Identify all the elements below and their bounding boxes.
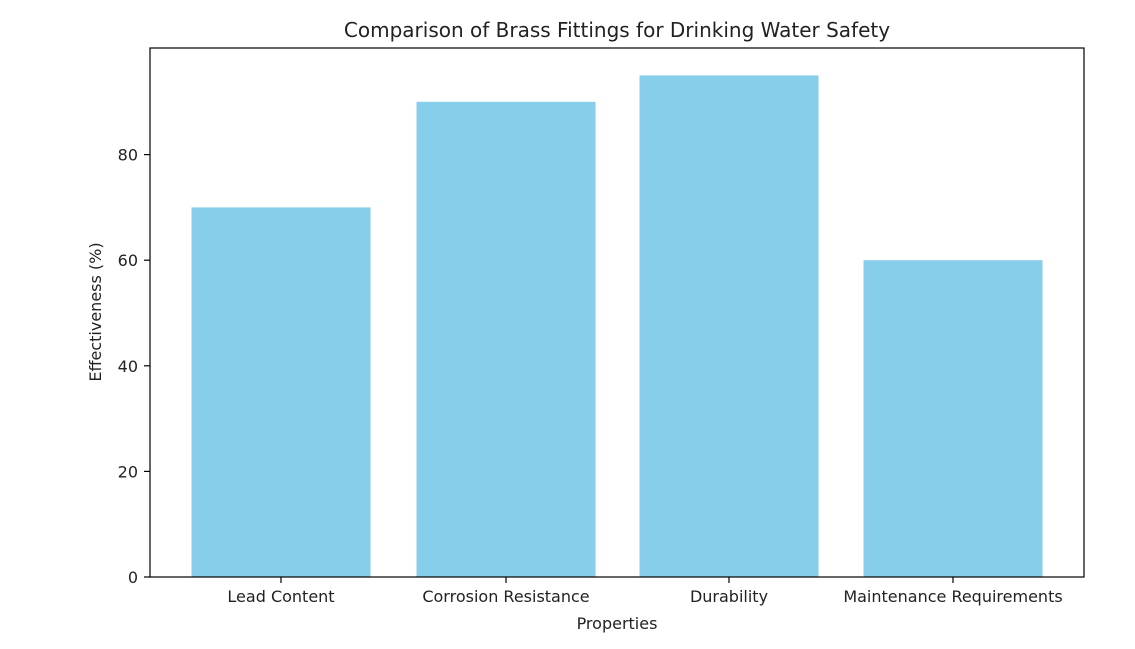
y-tick-label: 40 — [118, 357, 138, 376]
y-tick-label: 80 — [118, 146, 138, 165]
x-ticks: Lead Content Corrosion Resistance Durabili… — [227, 577, 1063, 606]
y-tick-label: 0 — [128, 568, 138, 587]
bar-lead-content — [191, 207, 371, 577]
plot-frame — [149, 47, 1085, 578]
y-ticks: 0 20 40 60 80 — [118, 146, 150, 587]
axes-layer — [149, 47, 1085, 578]
x-tick-label: Corrosion Resistance — [422, 587, 589, 606]
x-tick-label: Durability — [690, 587, 768, 606]
bar-maintenance-requirements — [863, 260, 1043, 577]
chart-title: Comparison of Brass Fittings for Drinkin… — [344, 18, 890, 42]
x-axis-label: Properties — [577, 614, 658, 633]
bar-durability — [639, 75, 819, 578]
x-tick-label: Maintenance Requirements — [843, 587, 1062, 606]
y-axis-label: Effectiveness (%) — [86, 242, 105, 381]
y-tick-label: 60 — [118, 251, 138, 270]
y-tick-label: 20 — [118, 462, 138, 481]
bar-corrosion-resistance — [416, 101, 596, 578]
x-tick-label: Lead Content — [227, 587, 334, 606]
bars-layer — [191, 75, 1043, 578]
